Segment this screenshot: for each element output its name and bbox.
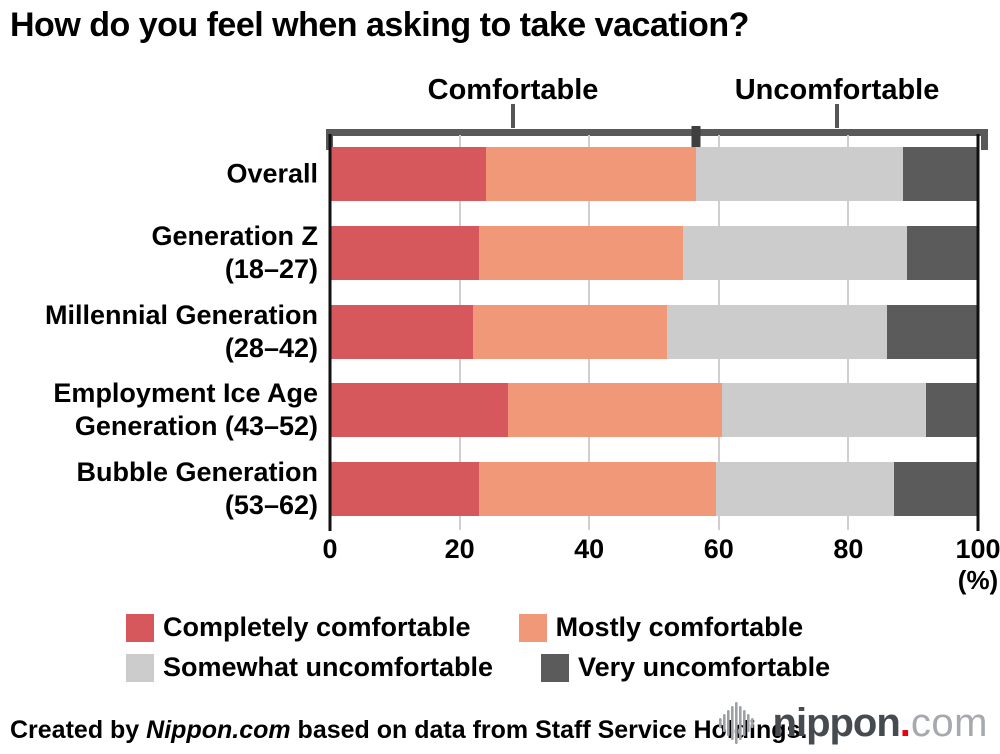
legend-swatch [126, 653, 154, 682]
bar-segment [330, 147, 486, 201]
credit-prefix: Created by [10, 716, 147, 744]
bracket-connector-comfortable [511, 104, 516, 128]
bar-segment [666, 304, 888, 359]
bar-row [330, 225, 978, 280]
bar-segment [472, 304, 667, 359]
bar-row [330, 147, 978, 201]
bar-segment [893, 462, 978, 516]
bar-segment [903, 147, 978, 201]
legend-label: Somewhat uncomfortable [163, 652, 494, 682]
bar-segment [508, 383, 723, 438]
category-label: Generation Z (18–27) [151, 220, 318, 284]
legend-swatch [126, 613, 154, 642]
legend-row: Somewhat uncomfortable Very uncomfortable [126, 652, 830, 683]
legend-label: Completely comfortable [163, 612, 471, 642]
x-axis-unit: (%) [957, 565, 999, 595]
x-tick-label: 60 [703, 534, 734, 564]
bar-segment [330, 383, 509, 438]
bar-segment [330, 462, 480, 516]
credit-suffix: based on data from Staff Service Holding… [290, 716, 808, 744]
bar-segment [330, 225, 480, 280]
bar-segment [479, 462, 716, 516]
category-label: Millennial Generation (28–42) [44, 299, 318, 363]
bracket-divider [691, 126, 701, 152]
legend: Completely comfortable Mostly comfortable… [126, 612, 830, 683]
legend-label: Mostly comfortable [555, 612, 804, 642]
logo-text-suffix: com [910, 701, 988, 745]
legend-label: Very uncomfortable [578, 652, 831, 682]
logo-dot: . [899, 701, 911, 745]
right-axis-line [976, 134, 980, 531]
footer-credit: Created by Nippon.com based on data from… [10, 716, 807, 745]
bar-segment [479, 225, 684, 280]
legend-item: Somewhat uncomfortable [126, 652, 493, 683]
legend-item: Completely comfortable [126, 612, 471, 643]
bar-segment [485, 147, 697, 201]
x-tick-label: 0 [322, 534, 338, 564]
bar-segment [330, 304, 473, 359]
bar-segment [696, 147, 904, 201]
x-tick-label: 20 [444, 534, 475, 564]
legend-item: Mostly comfortable [518, 612, 804, 643]
logo-wordmark: nippon.com [773, 701, 988, 745]
category-label: Employment Ice Age Generation (43–52) [53, 378, 318, 442]
legend-item: Very uncomfortable [541, 652, 830, 683]
bar-segment [722, 383, 927, 438]
bracket-cap-right [981, 129, 988, 150]
category-label: Bubble Generation (53–62) [76, 457, 318, 520]
legend-row: Completely comfortable Mostly comfortable [126, 612, 830, 643]
y-axis-line [328, 134, 332, 531]
nippon-logo: nippon.com [718, 700, 988, 746]
category-label: Overall [226, 158, 318, 189]
credit-source: Nippon.com [146, 716, 291, 744]
soundwave-bars-icon [718, 702, 754, 744]
bracket-connector-uncomfortable [835, 104, 840, 128]
bar-row [330, 383, 978, 438]
x-tick-label: 100 [955, 534, 1000, 564]
bracket-label-uncomfortable: Uncomfortable [734, 74, 940, 106]
legend-swatch [541, 653, 570, 682]
bar-segment [926, 383, 978, 438]
page-title: How do you feel when asking to take vaca… [10, 6, 749, 44]
bar-row [330, 304, 978, 359]
x-tick-label: 40 [574, 534, 605, 564]
bar-segment [683, 225, 907, 280]
bar-segment [906, 225, 978, 280]
legend-swatch [518, 613, 547, 642]
bar-segment [715, 462, 894, 516]
bar-row [330, 462, 978, 516]
logo-text-main: nippon [772, 701, 901, 745]
bar-segment [887, 304, 978, 359]
x-tick-label: 80 [833, 534, 864, 564]
bracket-bar [326, 129, 988, 136]
bracket-label-comfortable: Comfortable [427, 74, 599, 106]
